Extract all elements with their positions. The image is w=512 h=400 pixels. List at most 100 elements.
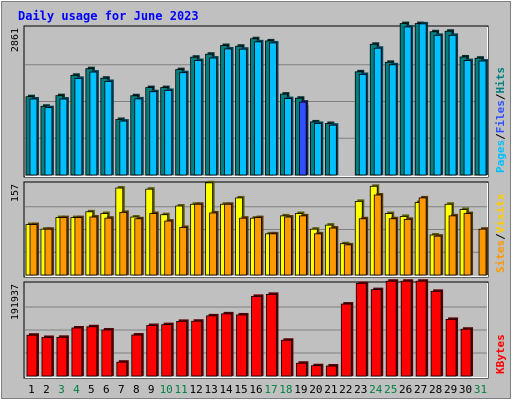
x-tick-label: 22: [339, 383, 352, 396]
bar-kbytes-kbytes-day-21: [325, 365, 337, 377]
x-tick-label: 10: [160, 383, 173, 396]
bar-hits-files-day-24: [373, 47, 382, 176]
bar-visits-sites-day-27: [418, 197, 427, 276]
bar-visits-sites-day-22: [343, 244, 352, 276]
bar-hits-files-day-13: [209, 57, 217, 176]
x-tick-label: 18: [279, 383, 292, 396]
bar-visits-sites-day-6: [104, 217, 113, 276]
bar-visits-sites-day-26: [403, 218, 412, 276]
x-tick-label: 3: [58, 383, 65, 396]
chart-title: Daily usage for June 2023: [18, 9, 199, 23]
bar-hits-files-day-2: [44, 107, 53, 176]
bar-kbytes-kbytes-day-27: [415, 280, 427, 377]
bar-visits-sites-day-12: [194, 203, 203, 276]
bar-visits-sites-day-13: [209, 212, 217, 276]
bar-visits-sites-day-10: [164, 220, 173, 276]
bar-visits-sites-day-31: [478, 228, 487, 276]
bar-visits-sites-day-14: [224, 203, 232, 276]
bar-kbytes-kbytes-day-7: [116, 361, 128, 377]
bar-hits-files-day-9: [149, 91, 158, 176]
x-tick-label: 31: [474, 383, 487, 396]
bar-kbytes-kbytes-day-6: [101, 329, 113, 377]
panel-legend: Pages/Files/Hits: [494, 67, 507, 173]
bar-visits-sites-day-5: [89, 216, 98, 276]
bar-hits-files-day-27: [418, 23, 427, 176]
bar-visits-sites-day-20: [313, 233, 322, 276]
bar-visits-sites-day-1: [29, 224, 38, 276]
bar-visits-sites-day-8: [134, 218, 143, 276]
x-tick-label: 8: [133, 383, 140, 396]
bar-hits-files-day-20: [313, 123, 322, 176]
x-tick-label: 20: [309, 383, 322, 396]
x-tick-label: 2: [43, 383, 50, 396]
bar-kbytes-kbytes-day-28: [430, 290, 442, 377]
bar-visits-sites-day-16: [254, 217, 262, 276]
bar-kbytes-kbytes-day-9: [146, 325, 158, 377]
bar-kbytes-kbytes-day-14: [221, 313, 232, 377]
bar-kbytes-kbytes-day-24: [370, 289, 382, 377]
bar-kbytes-kbytes-day-29: [445, 319, 457, 377]
bar-kbytes-kbytes-day-16: [251, 295, 262, 377]
bar-kbytes-kbytes-day-23: [355, 282, 367, 377]
bar-hits-files-day-8: [134, 98, 143, 176]
bar-hits-files-day-14: [224, 48, 232, 176]
x-tick-label: 9: [148, 383, 155, 396]
panel-legend: KBytes: [494, 334, 507, 374]
x-tick-label: 30: [459, 383, 472, 396]
legend-visits: Visits: [494, 194, 507, 234]
bar-visits-sites-day-29: [448, 215, 457, 276]
x-tick-label: 16: [249, 383, 262, 396]
bar-visits-sites-day-24: [373, 194, 382, 276]
bar-kbytes-kbytes-day-13: [206, 315, 217, 377]
bar-kbytes-kbytes-day-8: [131, 334, 143, 377]
x-tick-label: 26: [399, 383, 412, 396]
x-tick-label: 15: [234, 383, 247, 396]
bar-visits-sites-day-3: [59, 217, 68, 276]
bar-visits-sites-day-23: [358, 218, 367, 276]
bar-hits-files-day-31: [478, 60, 487, 176]
legend-pages: Pages: [494, 140, 507, 173]
x-tick-label: 12: [190, 383, 203, 396]
bar-hits-files-day-7: [119, 120, 128, 176]
bar-hits-files-day-11: [179, 72, 188, 176]
x-tick-label: 19: [294, 383, 307, 396]
x-tick-label: 14: [219, 383, 233, 396]
x-tick-label: 17: [264, 383, 277, 396]
bar-hits-files-day-23: [358, 74, 367, 176]
bar-kbytes-kbytes-day-20: [310, 365, 322, 377]
x-tick-label: 5: [88, 383, 95, 396]
bar-hits-files-day-5: [89, 71, 98, 176]
panel-max-label: 191937: [10, 284, 21, 320]
bar-hits-files-day-4: [74, 78, 83, 176]
bar-hits-files-day-10: [164, 90, 173, 176]
bar-kbytes-kbytes-day-18: [281, 339, 292, 377]
bar-visits-sites-day-11: [179, 227, 188, 276]
bar-hits-files-day-12: [194, 60, 203, 176]
panel-max-label: 2861: [10, 28, 21, 52]
bar-hits-files-day-17: [269, 42, 277, 176]
legend-files: Files: [494, 100, 507, 133]
bar-kbytes-kbytes-day-26: [400, 280, 412, 377]
bar-visits-sites-day-9: [149, 213, 158, 276]
bar-hits-files-day-15: [239, 48, 247, 176]
x-tick-label: 13: [204, 383, 217, 396]
bar-kbytes-kbytes-day-4: [71, 327, 83, 377]
x-tick-label: 11: [175, 383, 188, 396]
bar-hits-pages-day-19: [299, 101, 307, 176]
bar-visits-sites-day-17: [269, 233, 277, 276]
bar-visits-sites-day-7: [119, 212, 128, 276]
x-tick-label: 28: [429, 383, 442, 396]
x-tick-label: 6: [103, 383, 110, 396]
bar-hits-files-day-16: [254, 41, 262, 176]
bar-visits-sites-day-2: [44, 228, 53, 276]
legend-kbytes: KBytes: [494, 334, 507, 374]
bar-visits-sites-day-4: [74, 217, 83, 276]
x-tick-label: 24: [369, 383, 383, 396]
bar-hits-files-day-29: [448, 34, 457, 176]
bar-kbytes-kbytes-day-25: [385, 280, 397, 377]
bar-kbytes-kbytes-day-10: [161, 324, 173, 377]
bar-visits-sites-day-21: [328, 227, 337, 276]
bar-hits-files-day-30: [463, 60, 472, 176]
bar-hits-files-day-28: [433, 34, 442, 176]
bar-kbytes-kbytes-day-17: [266, 293, 277, 377]
